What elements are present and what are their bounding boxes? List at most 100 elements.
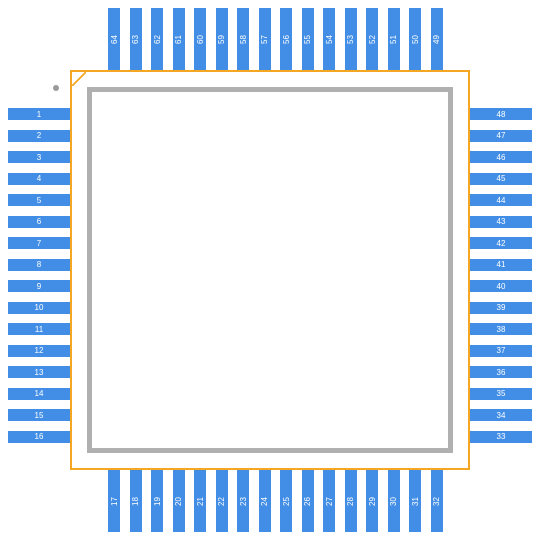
pin-label: 32 <box>432 497 441 506</box>
pin-label: 10 <box>35 303 44 312</box>
pin-47: 47 <box>470 130 532 142</box>
pin-12: 12 <box>8 345 70 357</box>
pin-10: 10 <box>8 302 70 314</box>
pin-30: 30 <box>388 470 400 532</box>
pin-label: 41 <box>497 260 506 269</box>
pin-label: 2 <box>37 131 41 140</box>
pin-4: 4 <box>8 173 70 185</box>
pin-label: 58 <box>239 35 248 44</box>
pin-label: 4 <box>37 174 41 183</box>
pin1-indicator-dot <box>53 85 59 91</box>
pin-label: 61 <box>174 35 183 44</box>
pin-label: 48 <box>497 110 506 119</box>
pin-label: 44 <box>497 196 506 205</box>
pin-label: 42 <box>497 239 506 248</box>
pin-63: 63 <box>130 8 142 70</box>
pin-label: 17 <box>110 497 119 506</box>
pin-32: 32 <box>431 470 443 532</box>
pin-label: 3 <box>37 153 41 162</box>
pin-label: 51 <box>389 35 398 44</box>
pin-24: 24 <box>259 470 271 532</box>
pin-label: 35 <box>497 389 506 398</box>
pin-label: 64 <box>110 35 119 44</box>
pin-34: 34 <box>470 409 532 421</box>
pin-58: 58 <box>237 8 249 70</box>
pin-label: 62 <box>153 35 162 44</box>
pin-40: 40 <box>470 280 532 292</box>
pin-label: 54 <box>325 35 334 44</box>
pin-31: 31 <box>409 470 421 532</box>
pin-label: 30 <box>389 497 398 506</box>
pin-11: 11 <box>8 323 70 335</box>
pin-label: 57 <box>260 35 269 44</box>
pin-27: 27 <box>323 470 335 532</box>
pin-label: 20 <box>174 497 183 506</box>
pin-44: 44 <box>470 194 532 206</box>
pin-label: 47 <box>497 131 506 140</box>
pin1-corner-cut <box>72 72 86 86</box>
pin-label: 36 <box>497 368 506 377</box>
pin-51: 51 <box>388 8 400 70</box>
pin-label: 63 <box>131 35 140 44</box>
pin-8: 8 <box>8 259 70 271</box>
pin-64: 64 <box>108 8 120 70</box>
pin-59: 59 <box>216 8 228 70</box>
pin-label: 31 <box>411 497 420 506</box>
pin-55: 55 <box>302 8 314 70</box>
pin-42: 42 <box>470 237 532 249</box>
pin-label: 45 <box>497 174 506 183</box>
pin-41: 41 <box>470 259 532 271</box>
pin-label: 22 <box>217 497 226 506</box>
pin-label: 1 <box>37 110 41 119</box>
pin-3: 3 <box>8 151 70 163</box>
pin-38: 38 <box>470 323 532 335</box>
pin-label: 53 <box>346 35 355 44</box>
pin-54: 54 <box>323 8 335 70</box>
pin-45: 45 <box>470 173 532 185</box>
pin-50: 50 <box>409 8 421 70</box>
pin-28: 28 <box>345 470 357 532</box>
pin-26: 26 <box>302 470 314 532</box>
pin-1: 1 <box>8 108 70 120</box>
pin-39: 39 <box>470 302 532 314</box>
pin-label: 56 <box>282 35 291 44</box>
pin-9: 9 <box>8 280 70 292</box>
pin-29: 29 <box>366 470 378 532</box>
pin-14: 14 <box>8 388 70 400</box>
pin-2: 2 <box>8 130 70 142</box>
pin-label: 34 <box>497 411 506 420</box>
pin-label: 43 <box>497 217 506 226</box>
pin-label: 12 <box>35 346 44 355</box>
pin-label: 39 <box>497 303 506 312</box>
pin-label: 26 <box>303 497 312 506</box>
pin-35: 35 <box>470 388 532 400</box>
pin-22: 22 <box>216 470 228 532</box>
pin-6: 6 <box>8 216 70 228</box>
pin-52: 52 <box>366 8 378 70</box>
pin-46: 46 <box>470 151 532 163</box>
pin-label: 16 <box>35 432 44 441</box>
pin-36: 36 <box>470 366 532 378</box>
pin-label: 21 <box>196 497 205 506</box>
pin-label: 13 <box>35 368 44 377</box>
pin-13: 13 <box>8 366 70 378</box>
pin-label: 6 <box>37 217 41 226</box>
pin-49: 49 <box>431 8 443 70</box>
pin-57: 57 <box>259 8 271 70</box>
pin-label: 49 <box>432 35 441 44</box>
pin-label: 46 <box>497 153 506 162</box>
pin-label: 8 <box>37 260 41 269</box>
pin-label: 33 <box>497 432 506 441</box>
pin-label: 55 <box>303 35 312 44</box>
pin-15: 15 <box>8 409 70 421</box>
pin-19: 19 <box>151 470 163 532</box>
pin-25: 25 <box>280 470 292 532</box>
pin-62: 62 <box>151 8 163 70</box>
pin-label: 14 <box>35 389 44 398</box>
pin-label: 50 <box>411 35 420 44</box>
pin-23: 23 <box>237 470 249 532</box>
pin-5: 5 <box>8 194 70 206</box>
pin-label: 25 <box>282 497 291 506</box>
pin-label: 18 <box>131 497 140 506</box>
pin-60: 60 <box>194 8 206 70</box>
